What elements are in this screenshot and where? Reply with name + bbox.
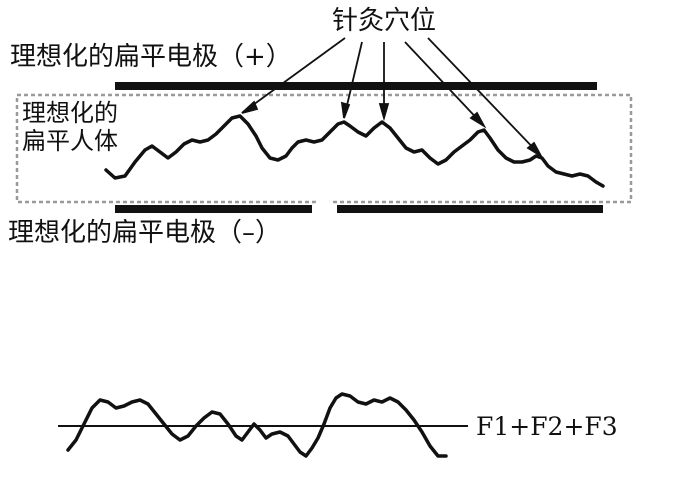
bottom-electrode-label: 理想化的扁平电极（–） (8, 218, 282, 248)
body-signal-wave (104, 114, 605, 188)
bottom-electrode-plate-left (115, 205, 312, 213)
composite-signal-wave (66, 392, 448, 458)
top-electrode-plate (115, 82, 597, 90)
bottom-electrode-plate-right (337, 205, 603, 213)
body-dashed-outline (15, 93, 633, 204)
body-label: 理想化的 扁平人体 (22, 99, 118, 155)
acupoint-arrows (241, 37, 544, 159)
acupoints-label: 针灸穴位 (332, 6, 437, 36)
top-electrode-label: 理想化的扁平电极（+） (10, 42, 292, 72)
bottom-electrode-gap-notch (312, 198, 337, 205)
formula-label: F1+F2+F3 (476, 412, 618, 441)
